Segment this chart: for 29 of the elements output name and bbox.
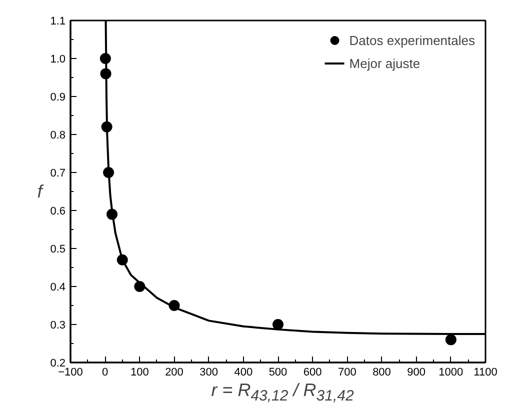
y-tick-label: 1.0 xyxy=(50,54,66,66)
y-axis-title: f xyxy=(37,182,44,202)
y-tick-label: 0.9 xyxy=(50,92,66,104)
x-tick-label: 900 xyxy=(407,366,426,378)
x-tick-label: 100 xyxy=(130,366,149,378)
x-tick-label: 1000 xyxy=(438,366,464,378)
point xyxy=(445,334,456,346)
x-tick-label: 0 xyxy=(102,366,108,378)
legend-label: Datos experimentales xyxy=(349,32,475,48)
x-tick-label: 300 xyxy=(200,366,218,378)
x-tick-label: 700 xyxy=(338,366,356,378)
x-tick-label: 1100 xyxy=(474,366,498,378)
x-tick-label: −100 xyxy=(58,366,83,378)
legend-label: Mejor ajuste xyxy=(349,56,420,70)
y-tick-label: 0.5 xyxy=(50,244,66,256)
y-tick-label: 0.8 xyxy=(50,130,66,142)
y-tick-label: 0.3 xyxy=(50,320,66,332)
x-tick-label: 500 xyxy=(268,366,288,378)
point xyxy=(272,319,284,330)
x-tick-label: 800 xyxy=(372,366,391,378)
y-tick-label: 0.6 xyxy=(50,206,66,218)
x-axis-title: r = R$_{43,12}$ / R$_{31,42}$ xyxy=(210,379,355,407)
y-tick-label: 0.4 xyxy=(50,282,66,294)
x-tick-label: 200 xyxy=(165,366,184,378)
y-tick-label: 1.1 xyxy=(50,16,66,28)
x-tick-label: 600 xyxy=(303,366,322,378)
y-tick-label: 0.7 xyxy=(50,168,66,180)
x-tick-label: 400 xyxy=(234,366,253,378)
y-tick-label: 0.2 xyxy=(50,358,66,370)
